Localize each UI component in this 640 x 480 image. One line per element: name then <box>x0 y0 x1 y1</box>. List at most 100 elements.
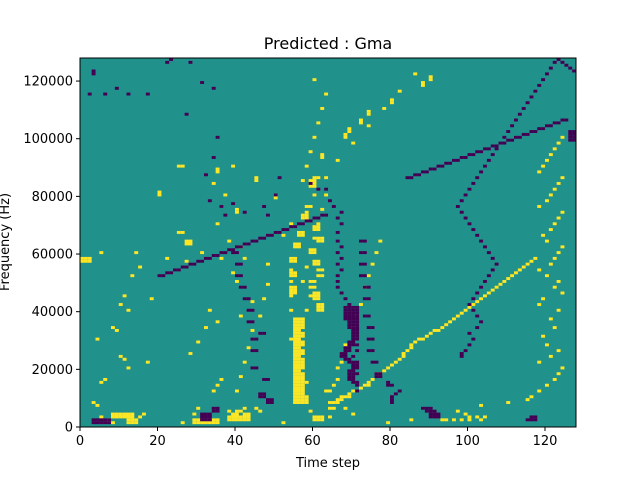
heatmap-cell-high <box>289 337 294 341</box>
heatmap-cell-low <box>533 415 538 419</box>
heatmap-cell-high <box>281 233 286 237</box>
heatmap-cell-high <box>324 193 329 197</box>
heatmap-cell-high <box>436 328 441 332</box>
heatmap-cell-high <box>308 205 313 208</box>
heatmap-cell-low <box>188 60 193 64</box>
heatmap-cell-high <box>560 210 565 214</box>
heatmap-cell-low <box>269 398 274 402</box>
heatmap-cell-high <box>200 421 205 425</box>
heatmap-cell-high <box>335 158 340 162</box>
heatmap-cell-high <box>196 340 201 344</box>
heatmap-cell-low <box>347 320 352 324</box>
heatmap-cell-low <box>347 317 352 321</box>
heatmap-cell-low <box>459 210 464 214</box>
heatmap-cell-low <box>215 409 220 413</box>
heatmap-cell-high <box>130 418 135 422</box>
heatmap-cell-high <box>207 421 212 425</box>
x-tick-label: 0 <box>76 434 84 449</box>
heatmap-cell-low <box>483 279 487 283</box>
heatmap-cell-high <box>316 415 321 419</box>
heatmap-cell-low <box>355 334 360 338</box>
heatmap-cell-low <box>568 135 573 139</box>
heatmap-cell-high <box>320 308 325 312</box>
heatmap-cell-high <box>238 409 243 413</box>
heatmap-cell-low <box>351 375 356 379</box>
heatmap-cell-high <box>266 282 270 286</box>
heatmap-cell-low <box>510 138 515 142</box>
heatmap-cell-low <box>324 187 329 191</box>
y-tick-label: 120000 <box>23 75 73 90</box>
heatmap-cell-low <box>494 262 499 266</box>
heatmap-cell-low <box>351 334 356 338</box>
heatmap-cell-high <box>258 409 263 413</box>
heatmap-cell-high <box>312 179 317 183</box>
heatmap-cell-high <box>556 349 561 353</box>
heatmap-cell-low <box>215 254 220 257</box>
heatmap-cell-low <box>351 366 356 370</box>
heatmap-cell-low <box>351 328 356 332</box>
heatmap-cell-high <box>184 242 189 246</box>
heatmap-cell-high <box>289 259 294 263</box>
y-tick-label: 100000 <box>23 132 73 147</box>
heatmap-cell-high <box>320 236 325 240</box>
heatmap-cell-low <box>421 170 425 174</box>
heatmap-cell-low <box>486 147 491 151</box>
heatmap-cell-high <box>428 331 433 335</box>
y-axis-label: Frequency (Hz) <box>0 193 13 291</box>
heatmap-cell-high <box>335 377 340 381</box>
heatmap-cell-low <box>463 349 468 353</box>
heatmap-cell-high <box>297 326 301 330</box>
heatmap-cell-high <box>114 415 119 419</box>
heatmap-cell-high <box>556 308 561 312</box>
heatmap-cell-high <box>324 176 329 180</box>
heatmap-cell-high <box>258 314 263 318</box>
heatmap-cell-low <box>355 343 360 347</box>
heatmap-cell-low <box>169 58 174 61</box>
heatmap-cell-low <box>204 418 208 422</box>
heatmap-cell-low <box>266 377 270 381</box>
heatmap-cell-high <box>483 415 487 419</box>
y-axis: 0 20000 40000 60000 80000 100000 120000 <box>23 75 80 436</box>
heatmap-cell-low <box>165 271 170 275</box>
heatmap-cell-high <box>297 233 301 237</box>
heatmap-cell-high <box>320 303 325 306</box>
heatmap-cell-low <box>258 331 263 335</box>
heatmap-cell-low <box>463 193 468 197</box>
heatmap-cell-low <box>316 187 321 191</box>
heatmap-cell-low <box>351 320 356 324</box>
heatmap-cell-low <box>343 352 348 355</box>
heatmap-cell-low <box>529 130 534 133</box>
heatmap-cell-low <box>366 314 371 318</box>
heatmap-cell-high <box>149 297 154 301</box>
heatmap-cell-high <box>176 230 181 234</box>
heatmap-cell-high <box>533 256 538 260</box>
heatmap-cell-high <box>231 415 236 419</box>
heatmap-cell-low <box>486 251 491 255</box>
heatmap-cell-low <box>424 409 429 413</box>
heatmap-cell-high <box>103 377 108 381</box>
heatmap-cell-high <box>227 409 232 413</box>
heatmap-cell-low <box>347 375 352 379</box>
heatmap-cell-low <box>95 421 100 425</box>
heatmap-cell-high <box>312 184 317 188</box>
heatmap-cell-high <box>293 377 298 381</box>
heatmap-cell-low <box>269 233 274 237</box>
heatmap-cell-low <box>184 112 189 116</box>
heatmap-cell-high <box>235 415 239 419</box>
heatmap-cell-high <box>293 343 298 347</box>
heatmap-cell-high <box>289 271 294 275</box>
heatmap-cell-low <box>207 199 212 203</box>
heatmap-cell-low <box>548 124 553 128</box>
heatmap-cell-low <box>227 248 232 252</box>
heatmap-cell-high <box>300 279 305 283</box>
heatmap-cell-high <box>165 256 170 260</box>
heatmap-cell-high <box>297 389 301 393</box>
heatmap-cell-high <box>118 303 123 306</box>
heatmap-cell-high <box>378 239 383 243</box>
heatmap-cell-high <box>246 412 251 416</box>
heatmap-cell-high <box>560 135 565 139</box>
heatmap-cell-high <box>300 326 305 330</box>
heatmap-cell-low <box>366 337 371 341</box>
heatmap-cell-low <box>440 164 445 168</box>
heatmap-cell-high <box>316 291 321 295</box>
